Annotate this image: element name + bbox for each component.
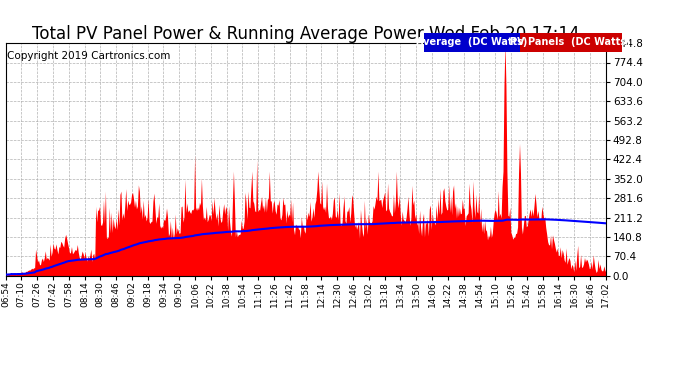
Text: Average  (DC Watts): Average (DC Watts) bbox=[416, 38, 528, 47]
Text: Copyright 2019 Cartronics.com: Copyright 2019 Cartronics.com bbox=[7, 51, 170, 61]
Text: PV Panels  (DC Watts): PV Panels (DC Watts) bbox=[511, 38, 631, 47]
Title: Total PV Panel Power & Running Average Power Wed Feb 20 17:14: Total PV Panel Power & Running Average P… bbox=[32, 25, 580, 43]
